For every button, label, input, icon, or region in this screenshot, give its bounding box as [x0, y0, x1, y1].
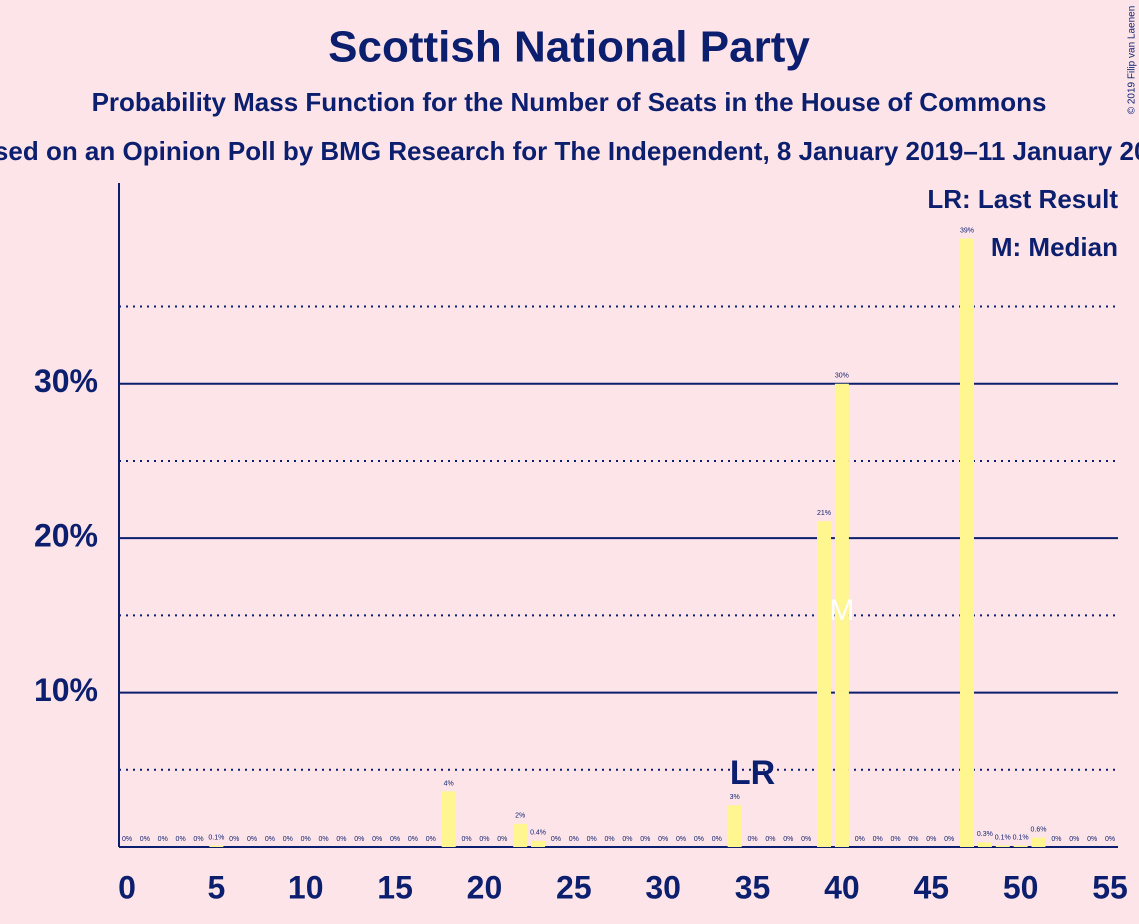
bar [977, 842, 992, 847]
value-label: 3% [730, 794, 740, 801]
x-tick-label: 0 [118, 869, 136, 905]
value-label: 0.3% [977, 831, 993, 838]
y-tick-label: 30% [34, 363, 98, 399]
y-tick-label: 10% [34, 672, 98, 708]
value-label: 0.6% [1031, 827, 1047, 834]
x-tick-label: 15 [377, 869, 413, 905]
value-label: 0.1% [208, 834, 224, 841]
value-label: 0% [497, 836, 507, 843]
value-label: 0% [551, 836, 561, 843]
x-tick-label: 20 [467, 869, 503, 905]
value-label: 0% [140, 836, 150, 843]
bar [727, 805, 742, 847]
x-tick-label: 30 [645, 869, 681, 905]
value-label: 0% [801, 836, 811, 843]
value-label: 0% [873, 836, 883, 843]
value-label: 2% [515, 813, 525, 820]
bar [513, 823, 528, 847]
value-label: 30% [835, 373, 849, 380]
value-label: 39% [960, 227, 974, 234]
subtitle: Probability Mass Function for the Number… [92, 87, 1047, 117]
value-label: 0% [926, 836, 936, 843]
value-label: 0% [247, 836, 257, 843]
value-label: 0% [855, 836, 865, 843]
value-label: 0.1% [1013, 834, 1029, 841]
value-label: 0% [605, 836, 615, 843]
value-label: 0% [694, 836, 704, 843]
bar [960, 238, 975, 847]
value-label: 0% [640, 836, 650, 843]
x-tick-label: 5 [207, 869, 225, 905]
value-label: 0% [354, 836, 364, 843]
value-label: 0% [1105, 836, 1115, 843]
x-tick-label: 35 [735, 869, 771, 905]
y-tick-label: 20% [34, 518, 98, 554]
value-label: 0% [158, 836, 168, 843]
value-label: 0% [1087, 836, 1097, 843]
value-label: 0.4% [530, 830, 546, 837]
x-tick-label: 50 [1003, 869, 1039, 905]
value-label: 0% [390, 836, 400, 843]
value-label: 0% [462, 836, 472, 843]
bar [209, 845, 224, 847]
value-label: 0% [283, 836, 293, 843]
value-label: 0% [265, 836, 275, 843]
value-label: 0% [658, 836, 668, 843]
value-label: 0% [890, 836, 900, 843]
value-label: 0% [765, 836, 775, 843]
value-label: 0% [622, 836, 632, 843]
value-label: 0% [944, 836, 954, 843]
bar [817, 521, 832, 847]
value-label: 0% [479, 836, 489, 843]
value-label: 4% [444, 780, 454, 787]
x-tick-label: 45 [913, 869, 949, 905]
value-label: 0% [372, 836, 382, 843]
value-label: 0% [336, 836, 346, 843]
legend-item: M: Median [991, 232, 1118, 262]
last-result-marker: LR [730, 754, 775, 792]
value-label: 0% [301, 836, 311, 843]
value-label: 0% [1051, 836, 1061, 843]
value-label: 0% [676, 836, 686, 843]
copyright: © 2019 Filip van Laenen [1127, 6, 1138, 115]
value-label: 0% [783, 836, 793, 843]
value-label: 0% [569, 836, 579, 843]
bar [1013, 845, 1028, 847]
value-label: 0% [587, 836, 597, 843]
value-label: 0% [712, 836, 722, 843]
value-label: 0% [193, 836, 203, 843]
legend-item: LR: Last Result [927, 184, 1118, 214]
x-tick-label: 25 [556, 869, 592, 905]
subtitle: Based on an Opinion Poll by BMG Research… [0, 136, 1139, 166]
bar [441, 791, 456, 847]
value-label: 0% [426, 836, 436, 843]
value-label: 0.1% [995, 834, 1011, 841]
value-label: 0% [319, 836, 329, 843]
median-marker: M [829, 594, 854, 627]
bar [531, 840, 546, 847]
x-tick-label: 55 [1092, 869, 1128, 905]
value-label: 0% [1069, 836, 1079, 843]
bar [1031, 837, 1046, 847]
value-label: 21% [817, 510, 831, 517]
x-tick-label: 10 [288, 869, 324, 905]
value-label: 0% [408, 836, 418, 843]
value-label: 0% [176, 836, 186, 843]
x-tick-label: 40 [824, 869, 860, 905]
chart-title: Scottish National Party [328, 23, 810, 72]
value-label: 0% [229, 836, 239, 843]
bar [995, 845, 1010, 847]
value-label: 0% [908, 836, 918, 843]
value-label: 0% [122, 836, 132, 843]
bar [834, 383, 849, 847]
value-label: 0% [747, 836, 757, 843]
